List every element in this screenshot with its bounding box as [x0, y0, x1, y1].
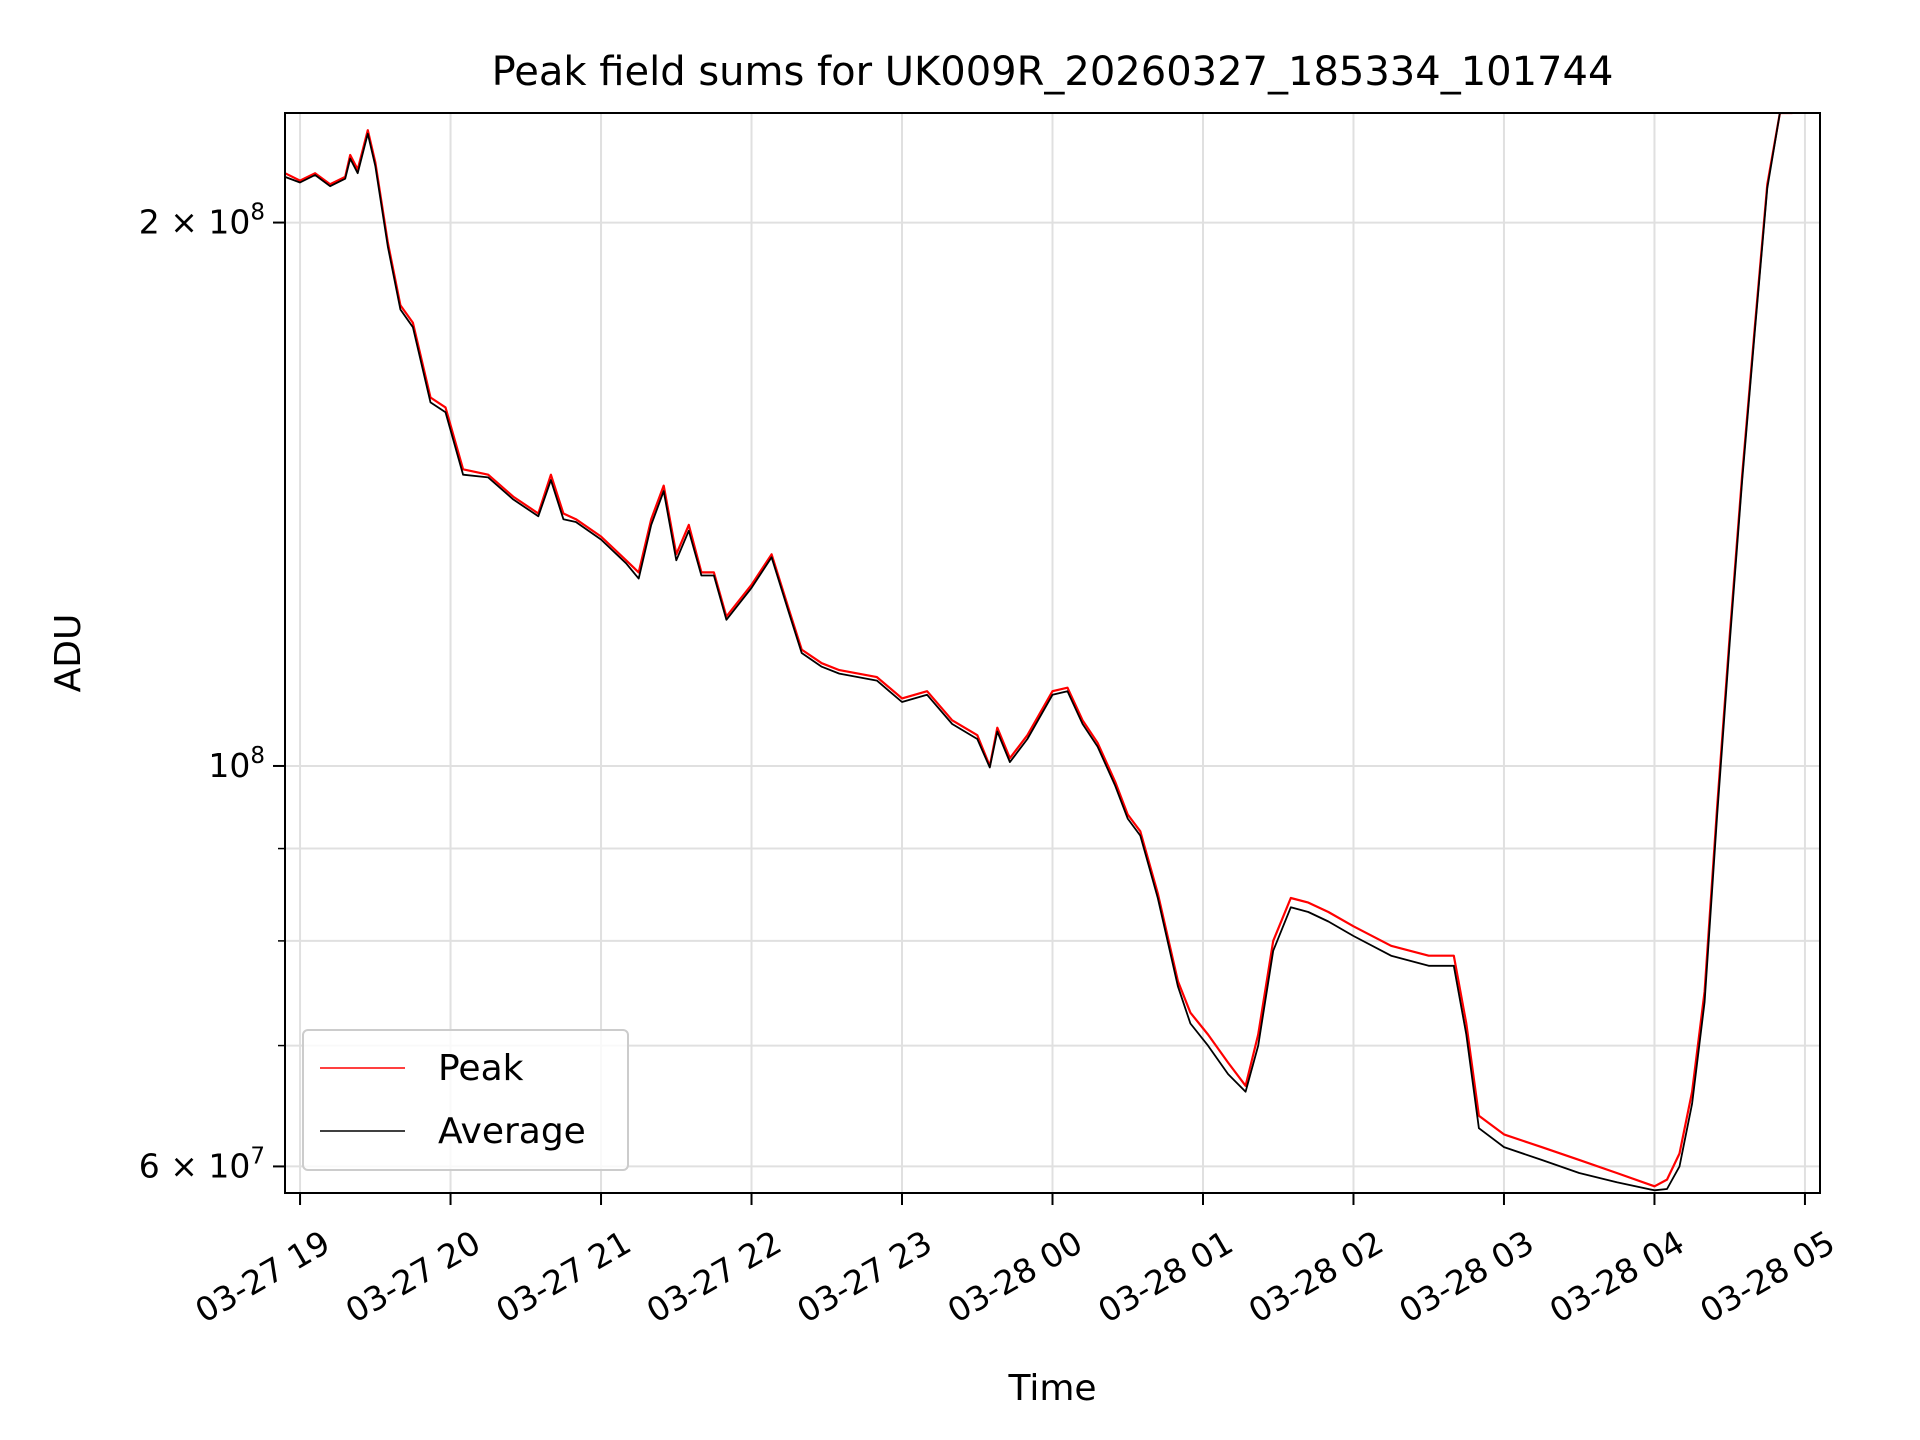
- y-axis-title: ADU: [48, 614, 89, 693]
- y-tick-label: 108: [208, 743, 265, 785]
- x-axis-title: Time: [1007, 1368, 1096, 1409]
- chart-title: Peak field sums for UK009R_20260327_1853…: [492, 49, 1614, 95]
- legend-box: [302, 1029, 629, 1171]
- y-axis: 6 × 107 108 2 × 108: [139, 200, 285, 1185]
- y-tick-label: 2 × 108: [139, 200, 265, 242]
- y-tick-label: 6 × 107: [139, 1143, 265, 1185]
- series-lines: [285, 113, 1793, 1192]
- legend-label-average: Average: [438, 1111, 586, 1152]
- legend-label-peak: Peak: [438, 1048, 524, 1089]
- series-line-average: [285, 113, 1793, 1192]
- legend: Peak Average: [302, 1029, 629, 1171]
